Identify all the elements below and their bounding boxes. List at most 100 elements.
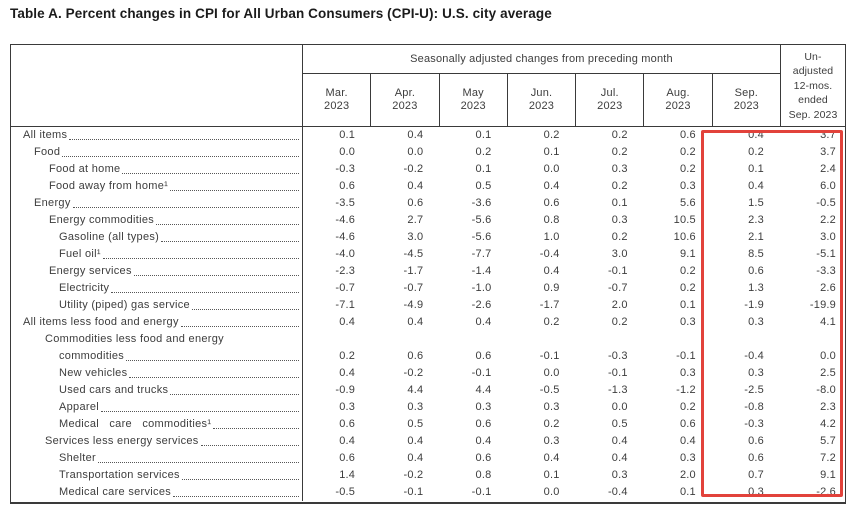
value-cell: -2.3 [335,265,356,277]
value-cell: 0.6 [475,350,492,362]
value-cell: 0.0 [543,486,560,498]
row-label: Energy services [49,265,132,277]
table-row: Commodities less food and energy commodit… [11,331,845,365]
value-cell: 0.3 [543,435,560,447]
table-row: Apparel 0.3 0.3 0.3 0.3 0.0 0.2 -0.8 2.3 [11,399,845,416]
value-cell: -4.9 [403,299,424,311]
table-row: Energy commodities -4.6 2.7 -5.6 0.8 0.3 10.5… [11,212,845,229]
value-cell: 2.3 [820,401,836,413]
value-cell: 0.2 [679,146,696,158]
value-cell: 0.6 [475,418,492,430]
month-year: 2023 [597,100,623,112]
value-cell: 0.6 [679,129,696,141]
leader-dots [156,224,299,225]
value-cell: 0.2 [339,350,356,362]
value-cell: -0.5 [335,486,356,498]
value-cell: -0.7 [335,282,356,294]
month-header-cell: Aug. 2023 [643,74,711,126]
value-cell: 0.9 [543,282,560,294]
value-cell: 2.4 [820,163,836,175]
row-label-cell: Energy services [11,263,303,280]
row-label: Energy [34,197,71,209]
value-cell: -4.6 [335,231,356,243]
value-cell: 2.0 [611,299,628,311]
value-cell: 0.5 [475,180,492,192]
value-cell: 0.4 [339,316,356,328]
value-cell: 0.4 [407,316,424,328]
row-label: Medical care services [59,486,172,498]
value-cell: 0.6 [339,452,356,464]
row-label-cell: Commodities less food and energy commodit… [11,331,303,365]
seasonally-adjusted-header: Seasonally adjusted changes from precedi… [303,45,780,74]
value-cell: 0.2 [543,418,560,430]
value-cell: -0.8 [744,401,764,413]
month-header-cell: Apr. 2023 [370,74,438,126]
value-cell: -0.1 [403,486,424,498]
row-label-cell: Food [11,144,303,161]
value-cell: 0.2 [679,265,696,277]
month-abbr: Sep. [734,86,759,99]
row-label-cell: New vehicles [11,365,303,382]
value-cell: -0.4 [744,350,764,362]
row-label-cell: Gasoline (all types) [11,229,303,246]
value-cell: 0.2 [679,401,696,413]
value-cell: 4.2 [820,418,836,430]
leader-dots [191,309,299,310]
row-label-cell: Fuel oil¹ [11,246,303,263]
value-cell: 0.3 [679,180,696,192]
table-row: Services less energy services 0.4 0.4 0.4 0… [11,433,845,450]
value-cell: 3.7 [820,146,836,158]
value-cell: 0.2 [475,146,492,158]
value-cell: -0.2 [403,367,424,379]
value-cell: -1.3 [607,384,628,396]
row-label-cell: Food away from home¹ [11,178,303,195]
value-cell: 0.0 [611,401,628,413]
value-cell: 0.1 [475,163,492,175]
value-cell: -4.5 [403,248,424,260]
value-cell: 0.1 [679,299,696,311]
month-abbr: Aug. [666,86,690,99]
row-label: All items [23,129,68,141]
row-label: All items less food and energy [23,316,179,328]
leader-dots [129,377,299,378]
leader-dots [97,462,299,463]
value-cell: 7.2 [820,452,836,464]
month-headers: Mar. 2023 Apr. 2023 May 2023 Jun. 2023 J… [303,74,780,126]
value-cell: 0.6 [339,180,356,192]
value-cell: 0.4 [339,435,356,447]
value-cell: 0.4 [679,435,696,447]
value-cell: -19.9 [809,299,836,311]
value-cell: 0.6 [748,265,764,277]
value-cell: -0.3 [335,163,356,175]
table-row: Used cars and trucks -0.9 4.4 4.4 -0.5 -1.3 -… [11,382,845,399]
value-cell: -3.3 [816,265,836,277]
row-label: Energy commodities [49,214,155,226]
value-cell: 6.0 [820,180,836,192]
row-label-cell: All items [11,127,303,144]
table-row: Gasoline (all types) -4.6 3.0 -5.6 1.0 0.2 10… [11,229,845,246]
month-year: 2023 [460,100,486,112]
value-cell: 0.0 [543,367,560,379]
leader-dots [72,207,299,208]
value-cell: 0.2 [748,146,764,158]
unadjusted-header-line: ended [798,94,828,107]
value-cell: -0.1 [539,350,560,362]
value-cell: 0.3 [475,401,492,413]
table-row: Food 0.0 0.0 0.2 0.1 0.2 0.2 0.2 3.7 [11,144,845,161]
row-label-cell: Used cars and trucks [11,382,303,399]
value-cell: 0.3 [748,367,764,379]
value-cell: 0.3 [679,316,696,328]
month-header-cell: Mar. 2023 [303,74,370,126]
value-cell: -0.1 [607,265,628,277]
table-row: All items less food and energy 0.4 0.4 0.4… [11,314,845,331]
value-cell: 0.3 [748,316,764,328]
value-cell: 0.6 [748,435,764,447]
row-label-cell: Energy commodities [11,212,303,229]
value-cell: 0.0 [820,350,836,362]
value-cell: 0.4 [407,180,424,192]
value-cell: 4.4 [407,384,424,396]
value-cell: 0.3 [748,486,764,498]
value-cell: -1.0 [471,282,492,294]
row-label-cell: Transportation services [11,467,303,484]
value-cell: 0.3 [679,367,696,379]
